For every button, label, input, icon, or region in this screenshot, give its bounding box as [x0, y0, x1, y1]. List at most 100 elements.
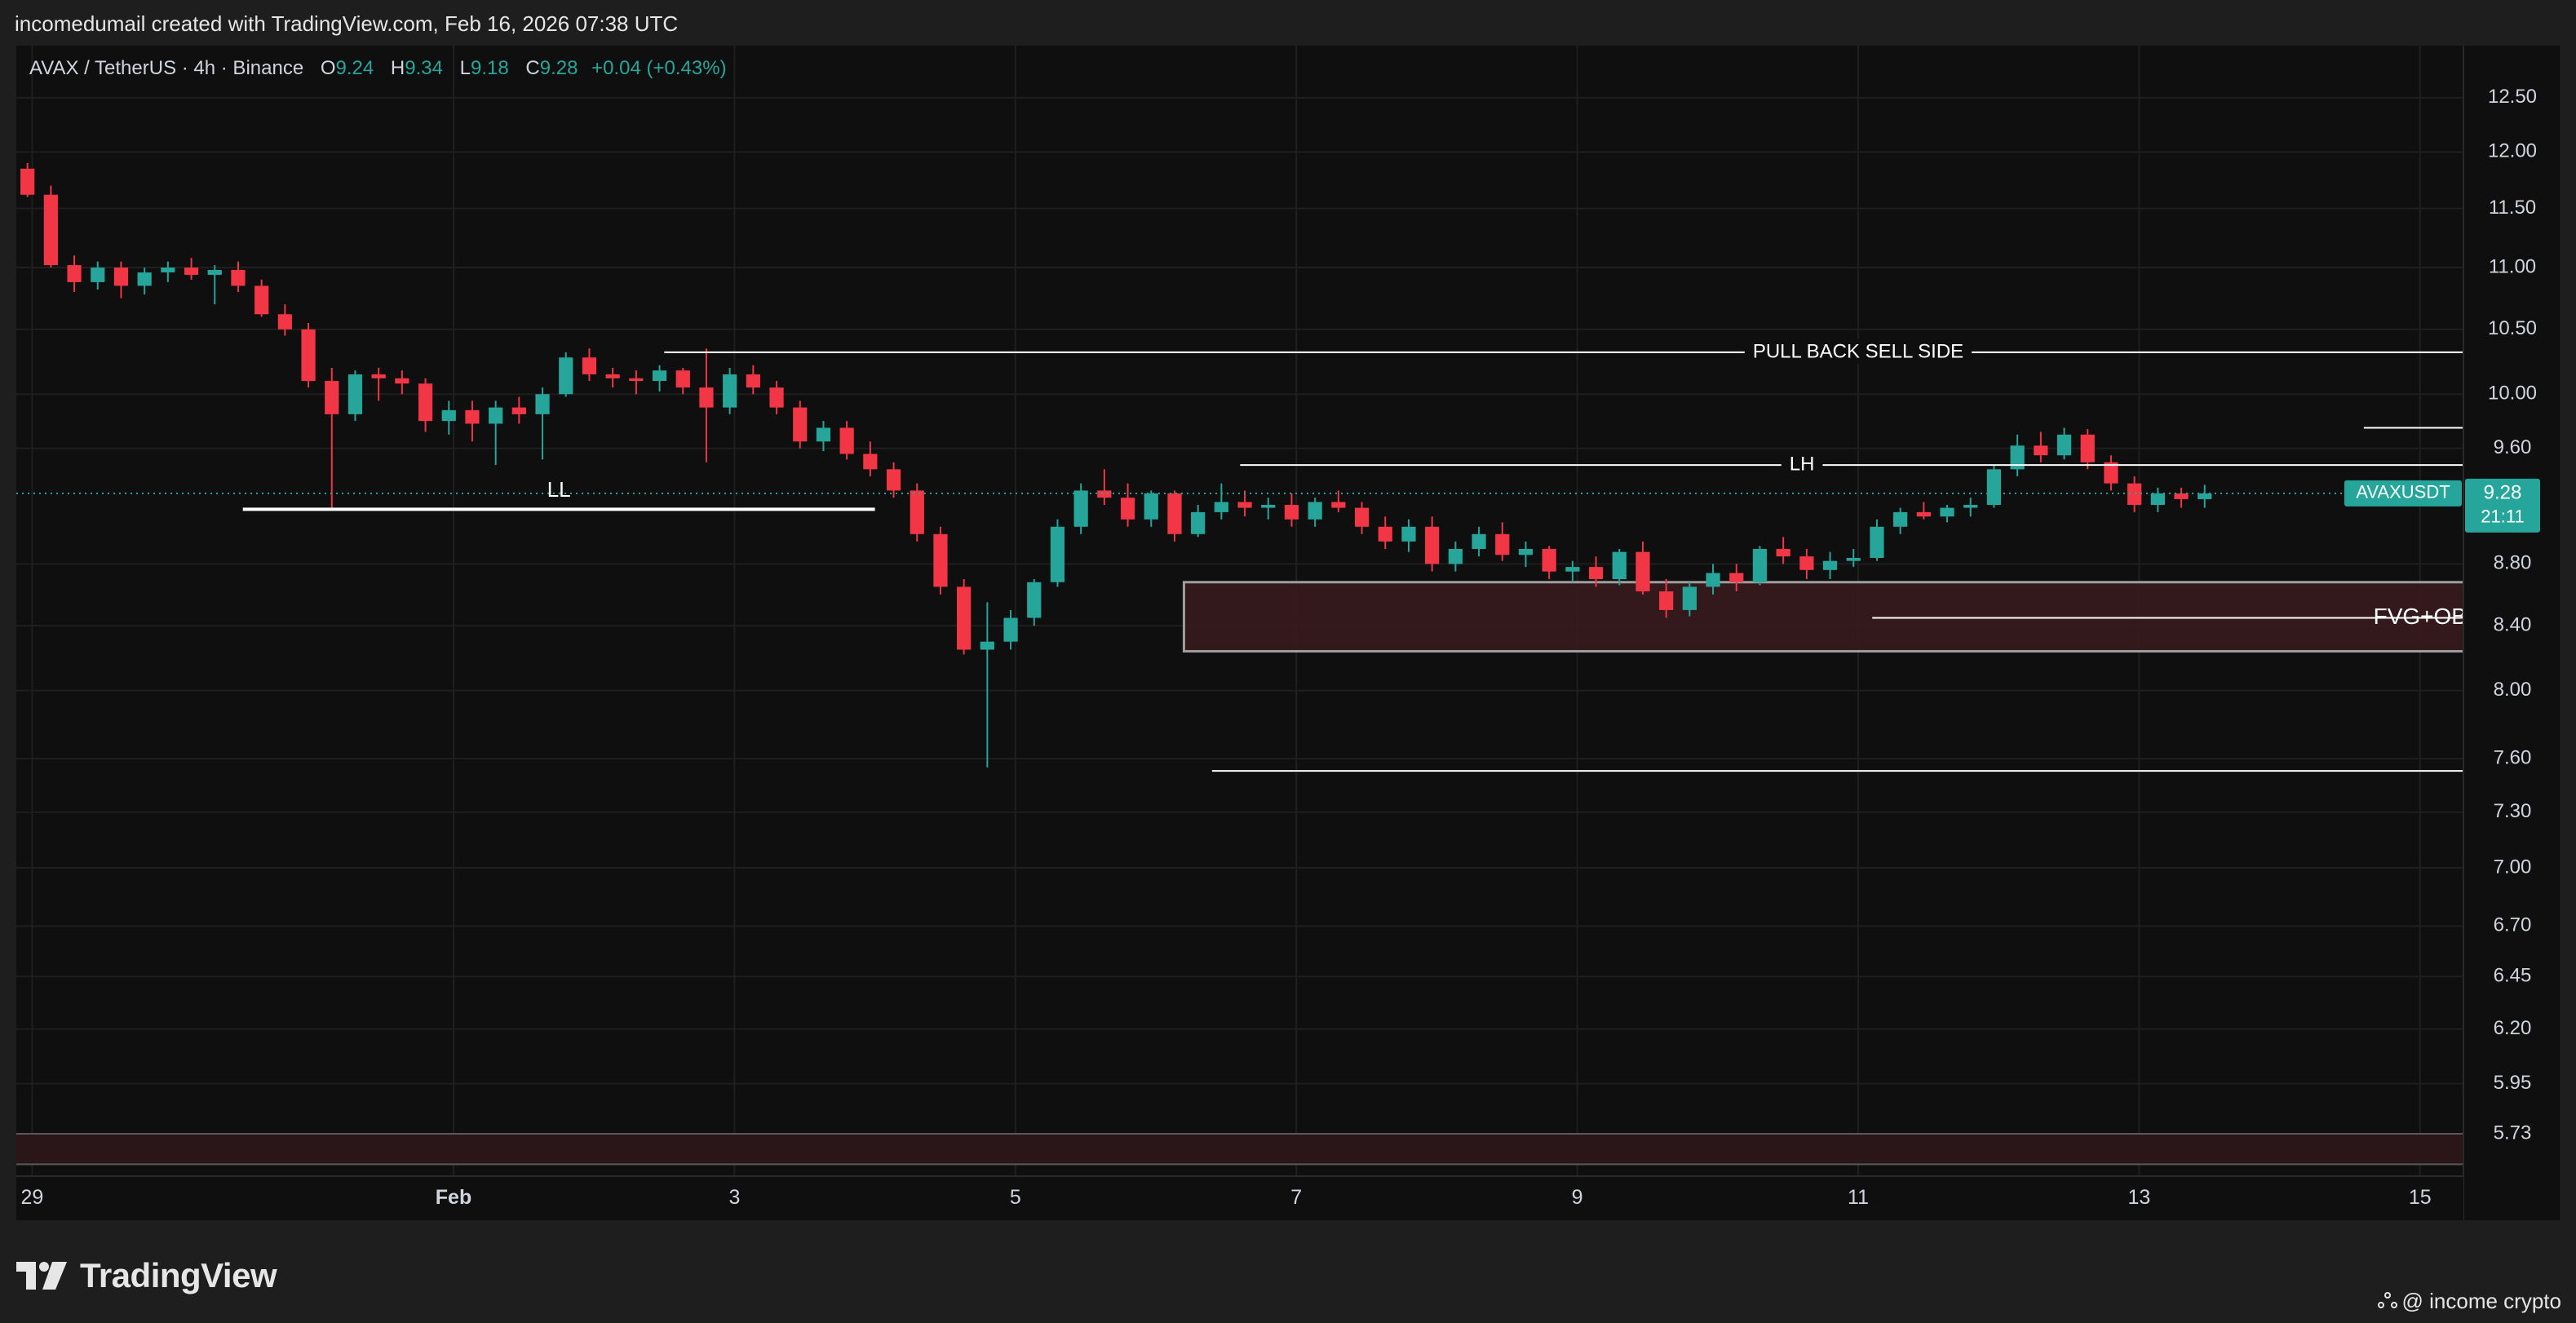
y-tick-label: 9.60 [2494, 436, 2532, 458]
candle-body [255, 285, 269, 315]
open-value: 9.24 [335, 57, 374, 79]
candle-body [1027, 582, 1042, 618]
change-value: +0.04 (+0.43%) [591, 57, 727, 79]
candle-body [20, 168, 35, 195]
tradingview-logo-icon [16, 1262, 67, 1290]
zone-rect [1182, 581, 2463, 653]
candle-body [1986, 469, 2002, 506]
candle-body [2080, 434, 2095, 462]
open-label: O [320, 57, 336, 79]
x-tick-label: 7 [1290, 1186, 1302, 1209]
y-tick-label: 6.45 [2494, 965, 2532, 987]
candle-body [1588, 567, 1604, 580]
high-label: H [390, 57, 405, 79]
author-credit: @ income crypto [2377, 1289, 2561, 1314]
price-tag-symbol: AVAXUSDT [2356, 482, 2450, 502]
candle-body [325, 381, 339, 414]
symbol-label[interactable]: AVAX / TetherUS · 4h · Binance [29, 57, 304, 79]
time-axis-bg [16, 1176, 2463, 1220]
candle-body [793, 407, 808, 442]
label-fvg-ob: FVG+OB [2374, 604, 2467, 629]
candle-body [980, 641, 994, 650]
candle-body [839, 427, 854, 454]
candle-body [207, 269, 222, 275]
header-bar: incomedumail created with TradingView.co… [0, 0, 2576, 46]
price-tag[interactable]: AVAXUSDT 9.28 21:11 [2344, 478, 2540, 533]
candle-body [1565, 567, 1580, 572]
tradingview-brand[interactable]: TradingView [16, 1256, 277, 1295]
price-axis-bg [2463, 46, 2560, 1220]
candle-body [489, 407, 503, 424]
brand-name: TradingView [80, 1256, 277, 1294]
candle-body [1799, 556, 1814, 570]
price-tag-symbol-bg [2344, 480, 2462, 507]
label-lh-bg [1781, 451, 1823, 477]
y-tick-label: 6.20 [2494, 1017, 2532, 1039]
price-tag-countdown: 21:11 [2481, 507, 2524, 527]
y-tick-label: 10.50 [2488, 317, 2537, 339]
candle-body [1378, 526, 1392, 542]
candle-body [1144, 493, 1158, 520]
candle-body [2104, 462, 2118, 484]
x-tick-label: 13 [2127, 1186, 2150, 1209]
candle-body [1073, 490, 1088, 527]
chart-caption: incomedumail created with TradingView.co… [15, 11, 679, 36]
candle-body [1214, 502, 1228, 512]
candle-body [1846, 558, 1861, 561]
price-tag-value-bg [2465, 478, 2540, 533]
zone-rect [16, 1133, 2463, 1166]
candle-body [231, 269, 246, 286]
candle-body [1050, 526, 1065, 582]
candle-body [1191, 511, 1206, 534]
candle-body [1261, 505, 1276, 508]
candle-body [2010, 445, 2025, 470]
candle-body [629, 378, 644, 382]
ohlc-legend: AVAX / TetherUS · 4h · Binance O9.24 H9.… [29, 57, 727, 80]
x-tick-label: 29 [20, 1186, 43, 1209]
candle-body [1167, 493, 1182, 534]
candle-body [301, 329, 316, 382]
candle-body [1237, 502, 1252, 508]
candle-body [1425, 526, 1440, 564]
candle-body [1612, 551, 1627, 580]
candle-body [1963, 505, 1978, 508]
candle-body [746, 374, 760, 388]
low-label: L [459, 57, 471, 79]
close-label: C [525, 57, 540, 79]
candle-body [1331, 502, 1346, 508]
x-tick-label: Feb [436, 1186, 471, 1209]
y-tick-label: 6.70 [2494, 914, 2532, 936]
label-ll-left: LL [547, 477, 571, 502]
low-value: 9.18 [471, 57, 509, 79]
x-tick-label: 9 [1572, 1186, 1583, 1209]
candle-body [1354, 507, 1370, 527]
candle-body [699, 387, 714, 408]
candle-body [1518, 548, 1534, 555]
x-tick-label: 5 [1010, 1186, 1021, 1209]
x-tick-label: 3 [728, 1186, 740, 1209]
candle-body [418, 383, 433, 422]
y-tick-label: 5.95 [2494, 1072, 2532, 1094]
candle-body [161, 268, 175, 272]
label-pullback-sell-bg [1744, 338, 1972, 365]
label-lh: LH [1790, 454, 1815, 476]
candle-body [137, 272, 152, 286]
candle-body [184, 268, 199, 275]
candle-body [113, 268, 129, 286]
candle-body [1940, 507, 1954, 517]
candle-body [1706, 573, 1720, 587]
candle-body [395, 378, 409, 384]
candle-body [347, 374, 363, 414]
y-tick-label: 10.00 [2488, 383, 2537, 405]
candle-body [277, 314, 292, 330]
candle-body [2034, 445, 2048, 456]
candle-body [1003, 617, 1018, 642]
candle-body [67, 265, 82, 282]
high-value: 9.34 [405, 57, 443, 79]
candle-body [465, 409, 480, 424]
candle-body [582, 357, 597, 374]
price-tag-price: 9.28 [2484, 481, 2522, 503]
footer-bar [0, 1220, 2576, 1323]
